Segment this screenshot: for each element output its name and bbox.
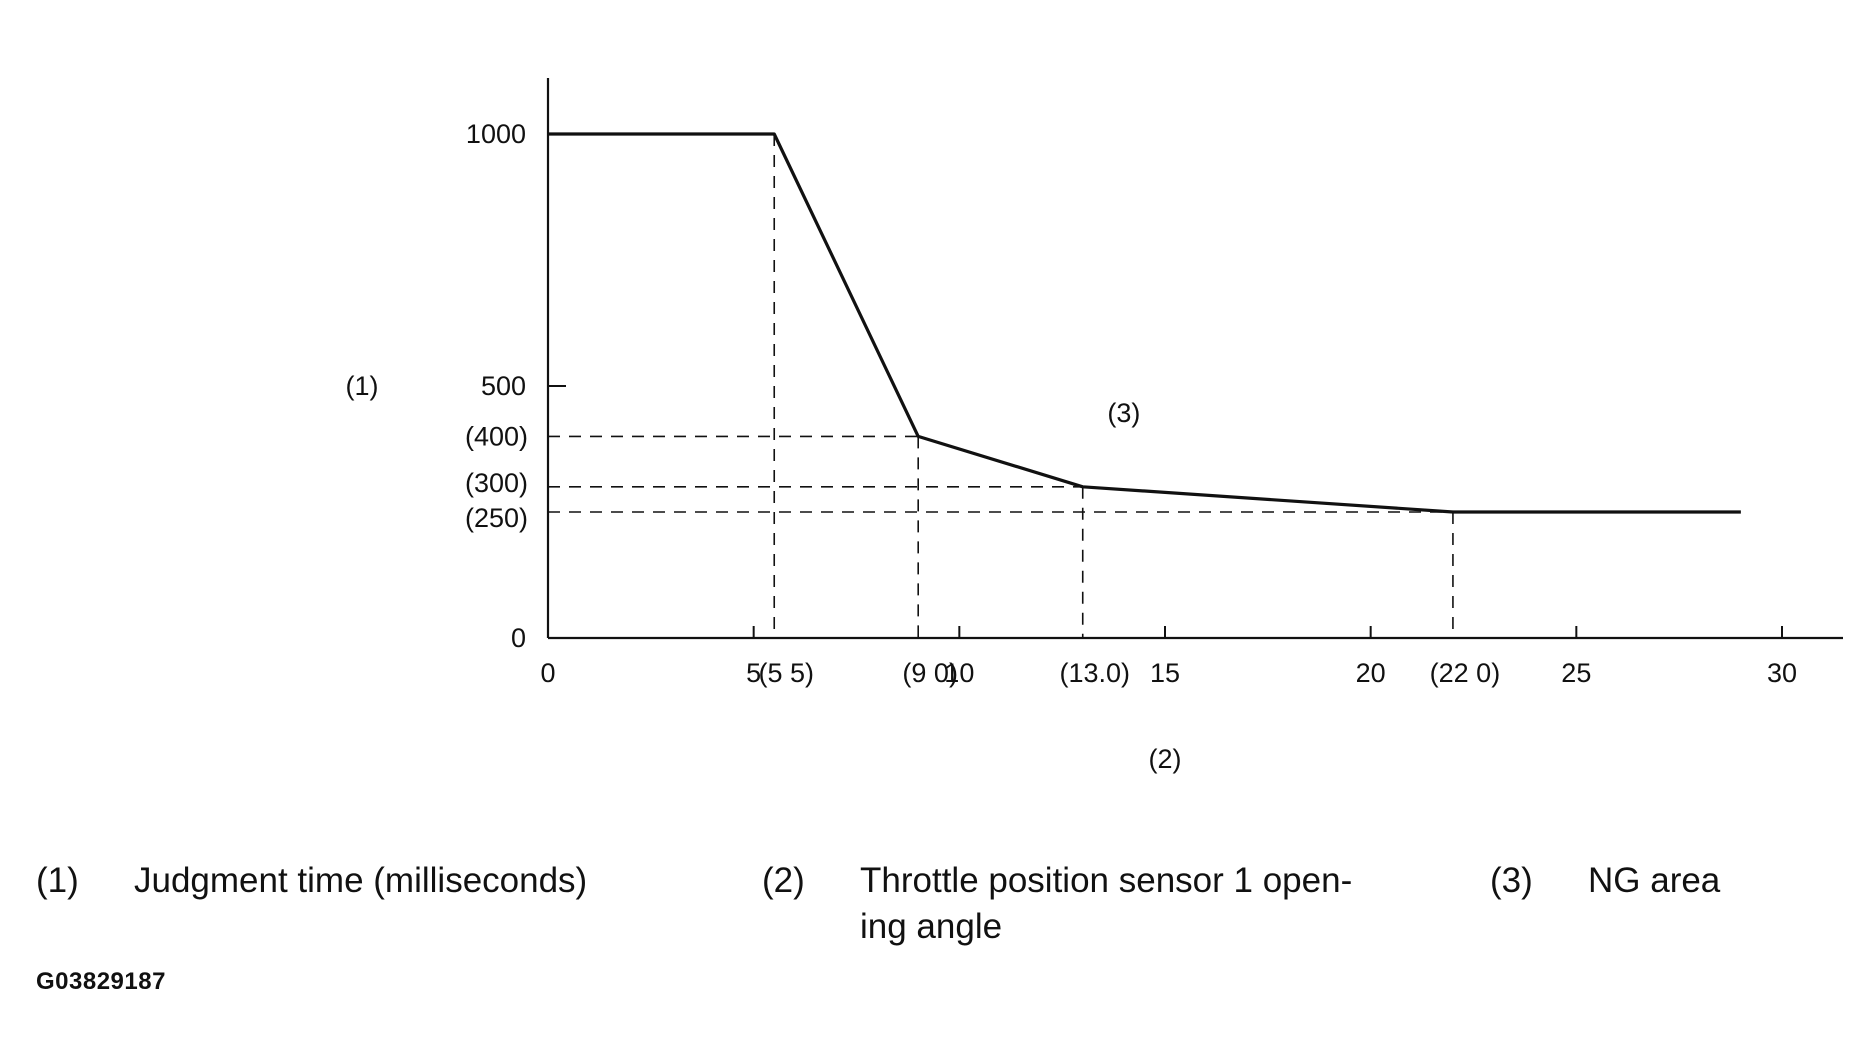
reference-lines bbox=[548, 134, 1454, 638]
y-reference-label: (300) bbox=[465, 468, 528, 498]
y-reference-label: (400) bbox=[465, 421, 528, 451]
x-reference-label: (22 0) bbox=[1430, 658, 1501, 688]
legend-number: (3) bbox=[1490, 861, 1533, 900]
chart-axes bbox=[546, 78, 1843, 640]
x-tick-label: 5 bbox=[746, 658, 761, 688]
x-reference-label: (5 5) bbox=[758, 658, 814, 688]
y-axis-title: (1) bbox=[346, 371, 379, 401]
y-tick-label: 500 bbox=[481, 371, 526, 401]
y-tick-label: 0 bbox=[511, 623, 526, 653]
axis-labels: (1) (2) (3) bbox=[346, 371, 1182, 774]
x-axis-title: (2) bbox=[1149, 744, 1182, 774]
x-tick-label: 0 bbox=[540, 658, 555, 688]
x-tick-label: 10 bbox=[944, 658, 974, 688]
region-label: (3) bbox=[1107, 398, 1140, 428]
legend-item-1: (1) Judgment time (milliseconds) bbox=[36, 858, 736, 918]
legend-text: Throttle position sensor 1 open- ing ang… bbox=[860, 861, 1353, 946]
axis-ticks: 0 5 10 15 20 25 30 (5 5) (9 0) (13.0) (22 0) 0 500 10… bbox=[465, 119, 1797, 688]
series-lines bbox=[548, 132, 1741, 514]
x-reference-label: (13.0) bbox=[1059, 658, 1130, 688]
legend-number: (1) bbox=[36, 861, 79, 900]
x-tick-label: 15 bbox=[1150, 658, 1180, 688]
figure-id: G03829187 bbox=[36, 968, 166, 995]
legend-item-2: (2) Throttle position sensor 1 open- ing… bbox=[762, 858, 1462, 958]
x-reference-label: (9 0) bbox=[902, 658, 958, 688]
legend-number: (2) bbox=[762, 861, 805, 900]
legend-text: Judgment time (milliseconds) bbox=[134, 861, 588, 900]
series-line bbox=[548, 132, 1741, 514]
x-tick-label: 25 bbox=[1561, 658, 1591, 688]
legend-text: NG area bbox=[1588, 861, 1721, 900]
legend-item-3: (3) NG area bbox=[1490, 858, 1820, 918]
y-reference-label: (250) bbox=[465, 503, 528, 533]
y-tick-label: 1000 bbox=[466, 119, 526, 149]
x-tick-label: 20 bbox=[1356, 658, 1386, 688]
x-tick-label: 30 bbox=[1767, 658, 1797, 688]
